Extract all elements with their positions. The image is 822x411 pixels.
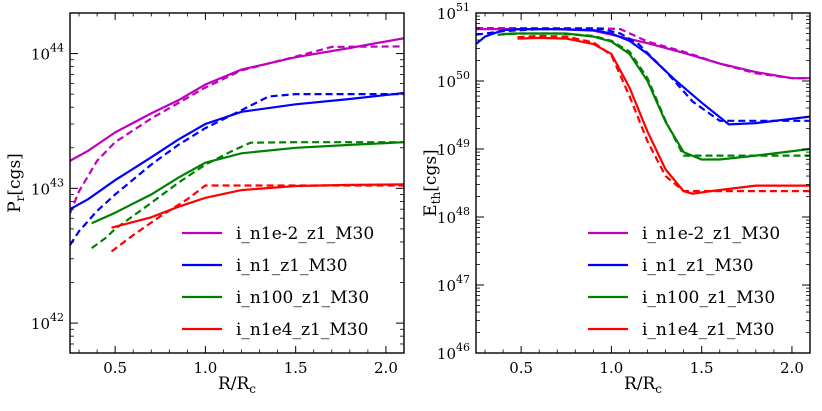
energy-y-axis-label: Eth[cgs]: [421, 149, 443, 216]
energy-legend: i_n1e-2_z1_M30 i_n1_z1_M30 i_n100_z1_M30 i_…: [588, 224, 780, 340]
energy-legend-label: i_n1e-2_z1_M30: [642, 224, 780, 244]
pressure-panel: 0.5 1.0 1.5 2.0 1042 1043 1044 R/Rc Pr[cgs] i_…: [5, 12, 405, 396]
pressure-x-axis-label: R/Rc: [218, 374, 256, 396]
pressure-legend-label: i_n1e-2_z1_M30: [236, 224, 374, 244]
pressure-y-tick-label: 1043: [31, 176, 64, 198]
energy-series-dashed-2: [497, 32, 810, 157]
pressure-series-dashed-3: [110, 184, 404, 253]
energy-x-tick-label: 0.5: [509, 359, 533, 377]
pressure-series-solid-1: [70, 91, 404, 211]
energy-x-axis-label: R/Rc: [624, 374, 662, 396]
energy-x-tick-label: 2.0: [780, 359, 804, 377]
pressure-series-group: [70, 37, 404, 253]
energy-x-tick-label: 1.5: [690, 359, 714, 377]
energy-ticks: 0.5 1.0 1.5 2.0 1046 1047 1048 1049 1050 1051: [437, 1, 810, 377]
pressure-legend-label: i_n1e4_z1_M30: [236, 320, 368, 340]
pressure-x-tick-label: 0.5: [103, 359, 127, 377]
pressure-legend-label: i_n100_z1_M30: [236, 288, 369, 308]
pressure-legend: i_n1e-2_z1_M30 i_n1_z1_M30 i_n100_z1_M30 i_…: [182, 224, 374, 340]
energy-y-tick-label: 1047: [437, 273, 470, 295]
energy-series-dashed-3: [517, 34, 810, 193]
energy-y-tick-label: 1048: [437, 205, 470, 227]
pressure-series-solid-2: [91, 141, 404, 225]
pressure-series-solid-3: [111, 183, 404, 229]
energy-y-tick-label: 1051: [437, 1, 470, 23]
energy-plot-frame: [475, 12, 811, 354]
energy-y-tick-label: 1046: [437, 341, 470, 363]
pressure-series-dashed-2: [91, 141, 404, 249]
energy-legend-label: i_n100_z1_M30: [642, 288, 775, 308]
pressure-legend-label: i_n1_z1_M30: [236, 256, 348, 276]
energy-series-dashed-1: [476, 28, 810, 122]
energy-series-solid-2: [497, 32, 810, 161]
pressure-y-axis-label: Pr[cgs]: [5, 153, 27, 213]
pressure-ticks: 0.5 1.0 1.5 2.0 1042 1043 1044: [31, 12, 404, 377]
energy-series-group: [476, 27, 810, 195]
energy-y-tick-label: 1049: [437, 137, 470, 159]
energy-y-tick-label: 1050: [437, 69, 470, 91]
pressure-y-tick-label: 1042: [31, 311, 64, 333]
pressure-x-tick-label: 1.0: [193, 359, 217, 377]
energy-series-solid-1: [476, 28, 810, 126]
pressure-series-dashed-1: [70, 93, 404, 246]
pressure-series-solid-0: [70, 37, 404, 162]
energy-x-tick-label: 1.0: [599, 359, 623, 377]
pressure-x-tick-label: 2.0: [374, 359, 398, 377]
pressure-y-tick-label: 1044: [31, 42, 64, 64]
energy-panel: 0.5 1.0 1.5 2.0 1046 1047 1048 1049 1050 1051 R/R…: [421, 1, 811, 396]
energy-legend-label: i_n1_z1_M30: [642, 256, 754, 276]
pressure-plot-frame: [69, 12, 405, 354]
energy-legend-label: i_n1e4_z1_M30: [642, 320, 774, 340]
pressure-x-tick-label: 1.5: [284, 359, 308, 377]
pressure-series-dashed-0: [70, 45, 404, 214]
